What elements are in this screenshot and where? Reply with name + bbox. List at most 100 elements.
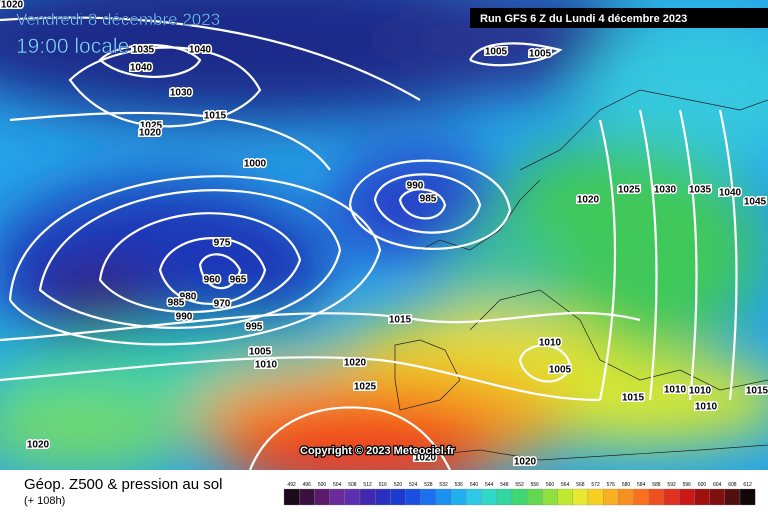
scale-swatch [299,488,315,506]
scale-label: 500 [318,482,327,488]
isobar-label: 1020 [139,128,162,139]
isobar-label: 1040 [189,45,212,56]
scale-label: 508 [348,482,357,488]
scale-label: 504 [333,482,342,488]
scale-label: 568 [576,482,585,488]
isobar-label: 995 [246,322,263,333]
color-scale: 492 496 500 504 508 512 516 520 524 528 532 536 540 5… [283,482,756,506]
isobar-label: 1030 [170,88,193,99]
isobar-label: 985 [420,194,437,205]
scale-label: 496 [303,482,312,488]
scale-label: 592 [667,482,676,488]
isobar-label: 1020 [1,0,24,11]
scale-swatch [663,488,680,506]
scale-label: 608 [728,482,737,488]
isobar-label: 965 [230,275,247,286]
scale-swatch [557,488,573,506]
scale-swatch [451,488,467,506]
isobar-label: 1015 [204,111,227,122]
isobar-label: 1025 [140,121,163,132]
scale-swatch [679,488,695,506]
isobar-label: 990 [407,181,424,192]
scale-label: 520 [394,482,403,488]
scale-swatch [709,488,725,506]
scale-swatch [314,488,330,506]
isobar-label: 1025 [618,185,641,196]
scale-label: 596 [683,482,692,488]
scale-swatch [496,488,513,506]
scale-label: 544 [485,482,494,488]
scale-swatch [511,488,528,506]
isobar-label: 1005 [249,347,272,358]
scale-label: 540 [470,482,479,488]
isobar-label: 1015 [746,386,768,397]
isobar-label: 1020 [577,195,600,206]
scale-label: 512 [363,482,372,488]
scale-swatch [572,488,589,506]
scale-swatch [466,488,482,506]
scale-label: 600 [698,482,707,488]
isobar-label: 1010 [664,385,687,396]
scale-swatch [420,488,437,506]
isobar-label: 1040 [130,63,153,74]
scale-swatch [648,488,665,506]
isobar-label: 1025 [354,382,377,393]
scale-label: 552 [515,482,524,488]
scale-label: 492 [287,482,296,488]
scale-swatch [724,488,741,506]
isobar-label: 1035 [689,185,712,196]
isobar-label: 1005 [485,47,508,58]
scale-label: 588 [652,482,661,488]
scale-label: 528 [424,482,433,488]
isobar-label: 1010 [689,386,712,397]
scale-label: 604 [713,482,722,488]
isobar-label: 1020 [27,440,50,451]
isobar-label: 980 [180,292,197,303]
isobar-label: 1035 [132,45,155,56]
isobar-label: 1015 [622,393,645,404]
scale-swatch [527,488,543,506]
isobar-label: 975 [214,238,231,249]
scale-swatch [329,488,345,506]
scale-label: 548 [500,482,509,488]
run-info: Run GFS 6 Z du Lundi 4 décembre 2023 [480,13,687,25]
scale-swatch [633,488,649,506]
isobar-label: 1005 [549,365,572,376]
scale-swatch [603,488,619,506]
scale-label: 524 [409,482,418,488]
scale-swatch [694,488,710,506]
coastlines [394,89,768,461]
isobar-label: 990 [176,312,193,323]
isobar-label: 1040 [719,188,742,199]
scale-swatch [481,488,497,506]
scale-label: 564 [561,482,570,488]
scale-swatch [359,488,376,506]
scale-label: 612 [743,482,752,488]
scale-swatch [390,488,406,506]
isobar-label: 1005 [529,49,552,60]
scale-swatch [618,488,634,506]
isobar-label: 1010 [695,402,718,413]
isobar-label: 985 [168,298,185,309]
isobars [0,16,738,470]
scale-label: 560 [546,482,555,488]
scale-swatch [739,488,756,506]
scale-swatch [435,488,452,506]
isobar-label: 1020 [414,453,437,464]
scale-swatch [405,488,421,506]
scale-label: 572 [591,482,600,488]
isobar-label: 1015 [389,315,412,326]
isobar-label: 1010 [255,360,278,371]
isobar-label: 1030 [654,185,677,196]
scale-swatch [375,488,391,506]
scale-label: 580 [622,482,631,488]
scale-label: 576 [607,482,616,488]
scale-swatch [283,488,300,506]
scale-label: 532 [439,482,448,488]
copyright: Copyright © 2023 Meteociel.fr [300,445,456,457]
lead-time: (+ 108h) [24,495,65,507]
isobar-label: 1020 [514,457,537,468]
